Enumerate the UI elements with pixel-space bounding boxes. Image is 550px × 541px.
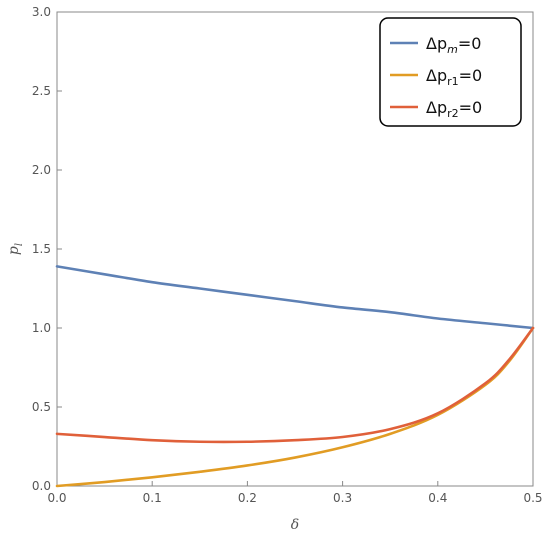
y-axis-ticks: 0.0 0.5 1.0 1.5 2.0 2.5 3.0 (32, 5, 62, 493)
x-tick-label: 0.3 (333, 491, 352, 505)
legend-label-2: Δpr1=0 (426, 66, 482, 88)
y-tick-label: 3.0 (32, 5, 51, 19)
x-tick-label: 0.0 (47, 491, 66, 505)
x-axis-ticks: 0.0 0.1 0.2 0.3 0.4 0.5 (47, 481, 543, 505)
legend: Δpm=0 Δpr1=0 Δpr2=0 (379, 17, 522, 127)
y-tick-label: 2.0 (32, 163, 51, 177)
y-tick-label: 0.5 (32, 400, 51, 414)
series-line-3 (55, 326, 535, 444)
x-tick-label: 0.2 (238, 491, 257, 505)
y-tick-label: 2.5 (32, 84, 51, 98)
x-axis-label: δ (291, 517, 299, 533)
legend-label-1: Δpm=0 (426, 34, 481, 56)
series-lines (55, 265, 535, 488)
legend-box (379, 17, 522, 127)
y-tick-label: 1.0 (32, 321, 51, 335)
y-tick-label: 0.0 (32, 479, 51, 493)
x-tick-label: 0.4 (428, 491, 447, 505)
x-tick-label: 0.5 (523, 491, 542, 505)
series-line-2 (55, 326, 535, 488)
legend-label-3: Δpr2=0 (426, 98, 482, 120)
x-tick-label: 0.1 (143, 491, 162, 505)
series-line-1 (55, 265, 535, 330)
y-axis-label: pl (6, 243, 25, 255)
y-tick-label: 1.5 (32, 242, 51, 256)
